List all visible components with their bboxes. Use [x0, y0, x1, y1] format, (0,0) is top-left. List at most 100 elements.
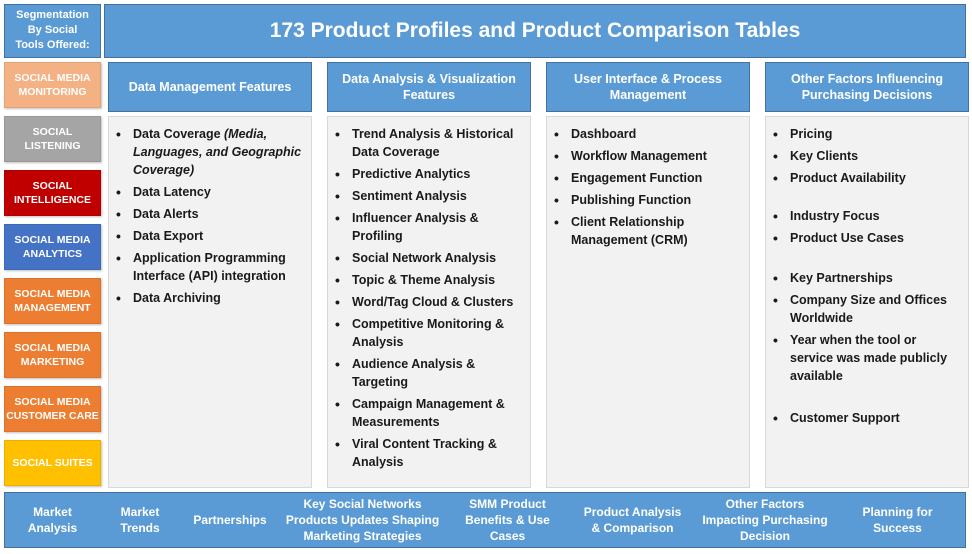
- feature-item-text: Application Programming Interface (API) …: [133, 251, 286, 283]
- feature-item-text: Data Export: [133, 229, 204, 243]
- feature-item-note: (Media, Languages, and Geographic Covera…: [133, 127, 302, 177]
- feature-item-text: Client Relationship Management (CRM): [571, 215, 688, 247]
- segmentation-header-text: Segmentation By Social Tools Offered:: [15, 9, 90, 51]
- segment-social-media-monitoring: SOCIAL MEDIA MONITORING: [4, 62, 101, 108]
- feature-item: Workflow Management: [554, 147, 743, 165]
- column-data-management: Data Management Features Data Coverage (…: [108, 62, 312, 488]
- feature-item: Influencer Analysis & Profiling: [335, 209, 524, 245]
- feature-item-text: Topic & Theme Analysis: [352, 273, 496, 287]
- column-user-interface: User Interface & Process Management Dash…: [546, 62, 750, 488]
- feature-item-text: Industry Focus: [790, 209, 880, 223]
- feature-item-text: Workflow Management: [571, 149, 707, 163]
- feature-item-text: Sentiment Analysis: [352, 189, 467, 203]
- segment-social-media-customer-care: SOCIAL MEDIA CUSTOMER CARE: [4, 386, 101, 432]
- feature-item: Client Relationship Management (CRM): [554, 213, 743, 249]
- feature-item-text: Product Availability: [790, 171, 906, 185]
- feature-item-text: Key Clients: [790, 149, 859, 163]
- feature-item: Data Latency: [116, 183, 305, 201]
- feature-list: Pricing Key Clients Product Availability In…: [773, 125, 962, 427]
- footer-item: Market Analysis: [27, 505, 78, 535]
- feature-list: Data Coverage (Media, Languages, and Geo…: [116, 125, 305, 307]
- feature-item: Industry Focus: [773, 207, 962, 225]
- feature-item-text: Predictive Analytics: [352, 167, 471, 181]
- segment-social-listening: SOCIAL LISTENING: [4, 116, 101, 162]
- feature-item-text: Product Use Cases: [790, 231, 904, 245]
- feature-item: Data Alerts: [116, 205, 305, 223]
- column-header-label: Data Analysis & Visualization Features: [342, 72, 516, 102]
- feature-item: Engagement Function: [554, 169, 743, 187]
- column-data-analysis: Data Analysis & Visualization Features T…: [327, 62, 531, 488]
- feature-item-text: Data Latency: [133, 185, 211, 199]
- column-body: Data Coverage (Media, Languages, and Geo…: [108, 116, 312, 488]
- feature-item: Key Partnerships: [773, 269, 962, 287]
- column-header: Other Factors Influencing Purchasing Dec…: [765, 62, 969, 112]
- feature-item-text: Data Coverage: [133, 127, 225, 141]
- feature-item: Viral Content Tracking & Analysis: [335, 435, 524, 471]
- feature-item: Campaign Management & Measurements: [335, 395, 524, 431]
- footer-bar: Market Analysis Market Trends Partnerships…: [4, 492, 966, 548]
- feature-item-text: Data Archiving: [133, 291, 221, 305]
- column-header: User Interface & Process Management: [546, 62, 750, 112]
- column-body: Dashboard Workflow Management Engagement F…: [546, 116, 750, 488]
- column-header: Data Analysis & Visualization Features: [327, 62, 531, 112]
- feature-item: Data Coverage (Media, Languages, and Geo…: [116, 125, 305, 179]
- column-body: Pricing Key Clients Product Availability In…: [765, 116, 969, 488]
- feature-item: Predictive Analytics: [335, 165, 524, 183]
- feature-item: Product Use Cases: [773, 229, 962, 247]
- column-body: Trend Analysis & Historical Data Coverag…: [327, 116, 531, 488]
- footer-item: Other Factors Impacting Purchasing Decis…: [702, 497, 828, 543]
- feature-item: Word/Tag Cloud & Clusters: [335, 293, 524, 311]
- page-title: 173 Product Profiles and Product Compari…: [104, 4, 966, 58]
- footer-item: Partnerships: [193, 513, 267, 527]
- column-header-label: User Interface & Process Management: [574, 72, 722, 102]
- footer-item: Product Analysis & Comparison: [583, 505, 682, 535]
- segment-list: SOCIAL MEDIA MONITORING SOCIAL LISTENING S…: [4, 62, 101, 494]
- feature-item-text: Influencer Analysis & Profiling: [352, 211, 479, 243]
- feature-item: Data Archiving: [116, 289, 305, 307]
- segmentation-header: Segmentation By Social Tools Offered:: [4, 4, 101, 58]
- feature-item-text: Publishing Function: [571, 193, 692, 207]
- feature-item: Application Programming Interface (API) …: [116, 249, 305, 285]
- feature-item-text: Competitive Monitoring & Analysis: [352, 317, 505, 349]
- feature-item-text: Year when the tool or service was made p…: [790, 333, 948, 383]
- feature-item-text: Customer Support: [790, 411, 900, 425]
- column-header-label: Data Management Features: [128, 80, 292, 94]
- footer-item: Key Social Networks Products Updates Sha…: [285, 497, 440, 543]
- feature-item: Year when the tool or service was made p…: [773, 331, 962, 385]
- feature-item-text: Dashboard: [571, 127, 637, 141]
- segment-social-media-analytics: SOCIAL MEDIA ANALYTICS: [4, 224, 101, 270]
- footer-item: Market Trends: [120, 505, 160, 535]
- feature-item: Competitive Monitoring & Analysis: [335, 315, 524, 351]
- feature-item-text: Trend Analysis & Historical Data Coverag…: [352, 127, 514, 159]
- feature-item: Company Size and Offices Worldwide: [773, 291, 962, 327]
- feature-item: Social Network Analysis: [335, 249, 524, 267]
- feature-item-text: Campaign Management & Measurements: [352, 397, 505, 429]
- feature-item-text: Data Alerts: [133, 207, 199, 221]
- feature-item: Audience Analysis & Targeting: [335, 355, 524, 391]
- feature-item-text: Company Size and Offices Worldwide: [790, 293, 947, 325]
- feature-item-text: Key Partnerships: [790, 271, 893, 285]
- column-other-factors: Other Factors Influencing Purchasing Dec…: [765, 62, 969, 488]
- column-header-label: Other Factors Influencing Purchasing Dec…: [790, 72, 944, 102]
- footer-item: SMM Product Benefits & Use Cases: [465, 497, 550, 543]
- feature-item: Pricing: [773, 125, 962, 143]
- feature-item: Trend Analysis & Historical Data Coverag…: [335, 125, 524, 161]
- feature-list: Dashboard Workflow Management Engagement F…: [554, 125, 743, 249]
- feature-item: Data Export: [116, 227, 305, 245]
- feature-item: Customer Support: [773, 409, 962, 427]
- segment-social-media-marketing: SOCIAL MEDIA MARKETING: [4, 332, 101, 378]
- column-header: Data Management Features: [108, 62, 312, 112]
- feature-item: Key Clients: [773, 147, 962, 165]
- feature-item-text: Social Network Analysis: [352, 251, 497, 265]
- feature-item-text: Engagement Function: [571, 171, 703, 185]
- feature-item-text: Pricing: [790, 127, 833, 141]
- footer-item: Planning for Success: [862, 505, 933, 535]
- feature-item: Publishing Function: [554, 191, 743, 209]
- page-title-text: 173 Product Profiles and Product Compari…: [269, 19, 801, 42]
- feature-item: Dashboard: [554, 125, 743, 143]
- segment-social-suites: SOCIAL SUITES: [4, 440, 101, 486]
- feature-item: Product Availability: [773, 169, 962, 187]
- feature-item-text: Word/Tag Cloud & Clusters: [352, 295, 514, 309]
- segment-social-intelligence: SOCIAL INTELLIGENCE: [4, 170, 101, 216]
- feature-item: Sentiment Analysis: [335, 187, 524, 205]
